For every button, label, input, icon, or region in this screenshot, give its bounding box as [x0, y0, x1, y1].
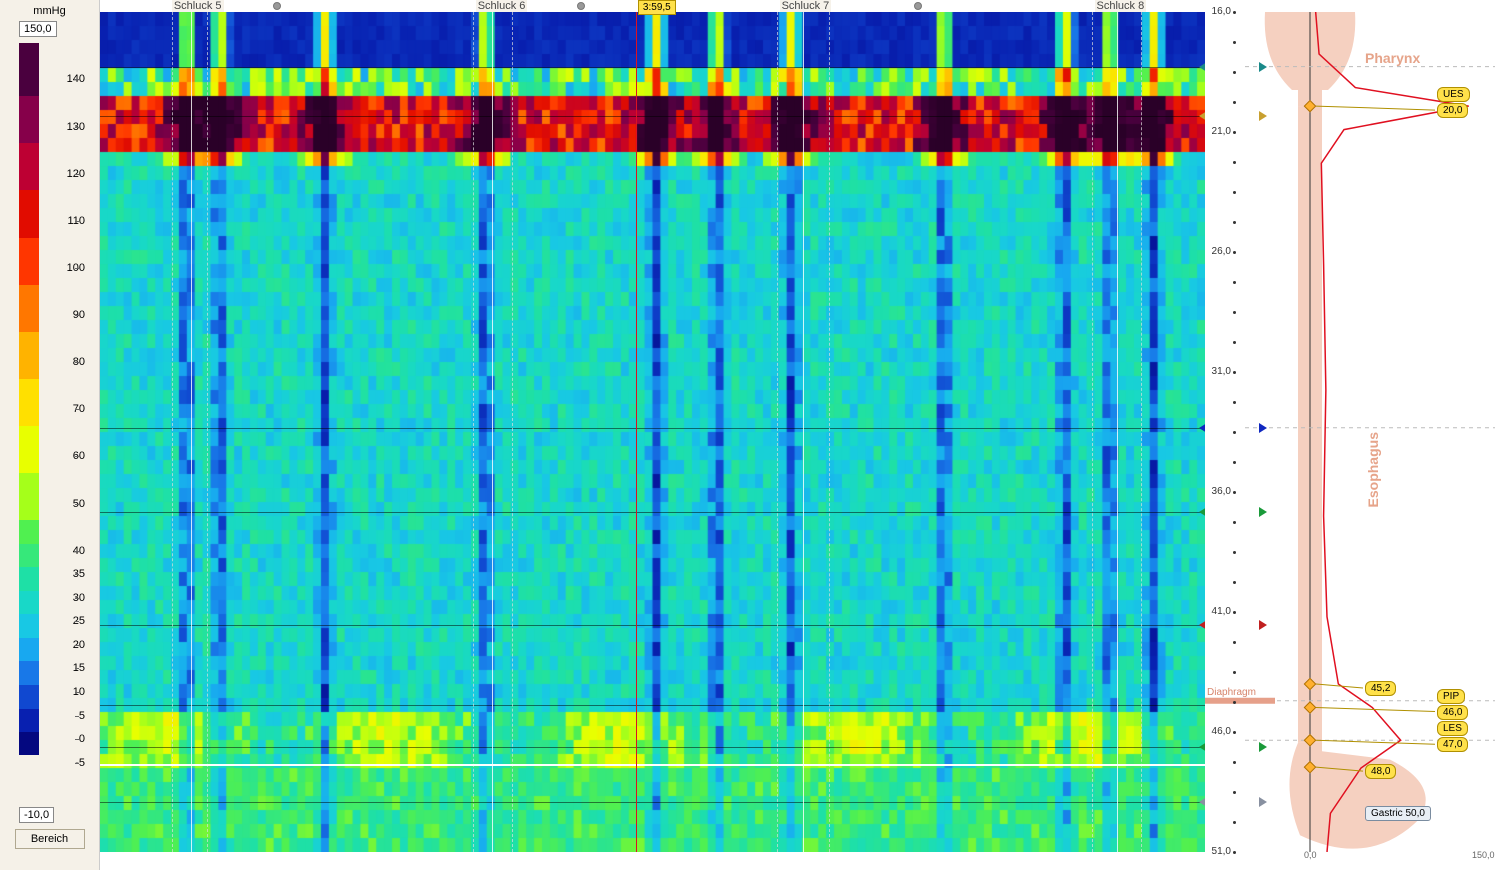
- swallow-label: Schluck 7: [780, 0, 832, 12]
- pharynx-label: Pharynx: [1365, 50, 1420, 66]
- depth-axis: 16,021,026,031,036,041,046,051,0: [1207, 12, 1233, 852]
- colorscale-body: 1401301201101009080706050403530252015105…: [3, 43, 96, 803]
- anatomy-marker-les[interactable]: LES: [1437, 721, 1468, 736]
- anatomy-panel[interactable]: 16,021,026,031,036,041,046,051,0 Pharynx…: [1205, 0, 1500, 870]
- time-cursor[interactable]: [636, 12, 637, 852]
- swallow-label: Schluck 5: [172, 0, 224, 12]
- anatomy-marker-value[interactable]: 48,0: [1365, 764, 1396, 779]
- colorscale-min[interactable]: -10,0: [19, 807, 54, 823]
- colorscale-unit: mmHg: [3, 5, 96, 17]
- heatmap-panel[interactable]: Schluck 5 Schluck 6 Schluck 7 Schluck 8 3:5…: [100, 0, 1205, 870]
- colorscale-labels: 1401301201101009080706050403530252015105…: [39, 43, 89, 803]
- colorscale-bar: [19, 43, 39, 803]
- swallow-label: Schluck 8: [1095, 0, 1147, 12]
- gastric-marker[interactable]: Gastric 50,0: [1365, 806, 1431, 821]
- esophagus-label: Esophagus: [1365, 432, 1381, 507]
- anatomy-marker-value[interactable]: 20,0: [1437, 103, 1468, 118]
- swallow-marker-icon[interactable]: [273, 2, 281, 10]
- anatomy-marker-ues[interactable]: UES: [1437, 87, 1470, 102]
- colorscale-panel: mmHg 150,0 14013012011010090807060504035…: [0, 0, 100, 870]
- swallow-label: Schluck 6: [476, 0, 528, 12]
- pressure-axis-max: 150,0: [1472, 850, 1495, 860]
- anatomy-marker-value[interactable]: 45,2: [1365, 681, 1396, 696]
- range-button[interactable]: Bereich: [15, 829, 85, 849]
- swallow-marker-icon[interactable]: [914, 2, 922, 10]
- swallow-marker-icon[interactable]: [577, 2, 585, 10]
- anatomy-marker-value[interactable]: 46,0: [1437, 705, 1468, 720]
- diaphragm-label: Diaphragm: [1207, 687, 1256, 698]
- anatomy-marker-pip[interactable]: PIP: [1437, 689, 1465, 704]
- anatomy-marker-value[interactable]: 47,0: [1437, 737, 1468, 752]
- heatmap-canvas[interactable]: [100, 12, 1205, 852]
- pressure-axis-min: 0,0: [1304, 850, 1317, 860]
- colorscale-max[interactable]: 150,0: [19, 21, 57, 37]
- time-cursor-label: 3:59,5: [638, 0, 676, 15]
